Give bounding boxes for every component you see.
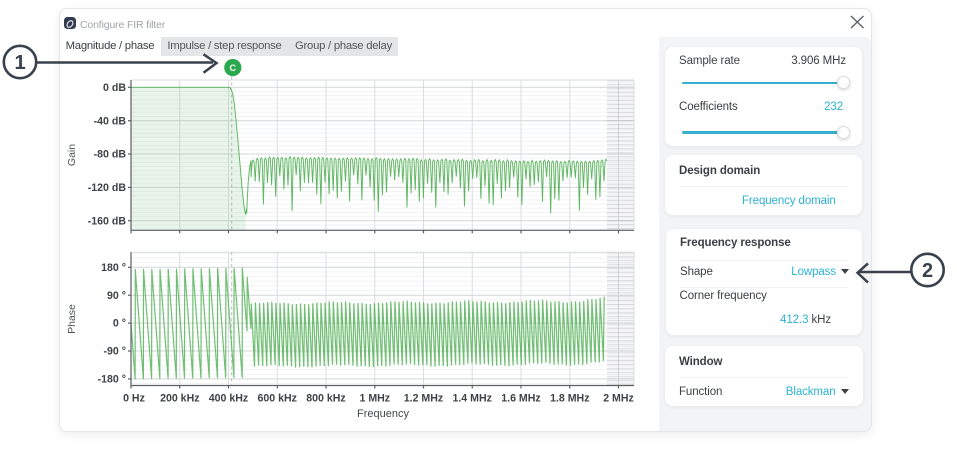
svg-text:2: 2 <box>922 260 933 282</box>
svg-text:1: 1 <box>14 52 25 74</box>
